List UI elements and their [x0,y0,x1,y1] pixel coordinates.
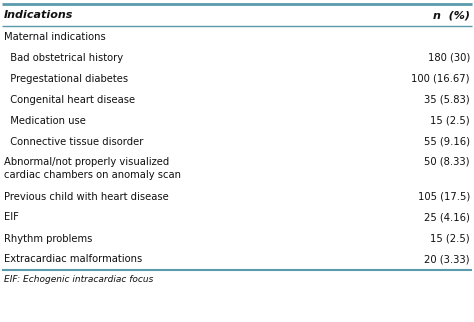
Text: Connective tissue disorder: Connective tissue disorder [4,137,143,147]
Text: 105 (17.5): 105 (17.5) [418,192,470,202]
Text: 25 (4.16): 25 (4.16) [424,213,470,223]
Text: 50 (8.33): 50 (8.33) [425,156,470,166]
Text: 15 (2.5): 15 (2.5) [430,233,470,243]
Text: Bad obstetrical history: Bad obstetrical history [4,52,123,62]
Text: 55 (9.16): 55 (9.16) [424,137,470,147]
Text: Congenital heart disease: Congenital heart disease [4,94,135,105]
Text: Maternal indications: Maternal indications [4,32,106,42]
Text: Extracardiac malformations: Extracardiac malformations [4,254,142,264]
Text: cardiac chambers on anomaly scan: cardiac chambers on anomaly scan [4,170,181,180]
Text: 35 (5.83): 35 (5.83) [424,94,470,105]
Text: EIF: EIF [4,213,19,223]
Text: Medication use: Medication use [4,116,86,126]
Text: 100 (16.67): 100 (16.67) [411,73,470,83]
Text: EIF: Echogenic intracardiac focus: EIF: Echogenic intracardiac focus [4,276,154,285]
Text: Previous child with heart disease: Previous child with heart disease [4,192,169,202]
Text: Rhythm problems: Rhythm problems [4,233,92,243]
Text: Pregestational diabetes: Pregestational diabetes [4,73,128,83]
Text: Indications: Indications [4,10,73,20]
Text: 20 (3.33): 20 (3.33) [425,254,470,264]
Text: 15 (2.5): 15 (2.5) [430,116,470,126]
Text: Abnormal/not properly visualized: Abnormal/not properly visualized [4,156,169,166]
Text: n  (%): n (%) [433,10,470,20]
Text: 180 (30): 180 (30) [428,52,470,62]
